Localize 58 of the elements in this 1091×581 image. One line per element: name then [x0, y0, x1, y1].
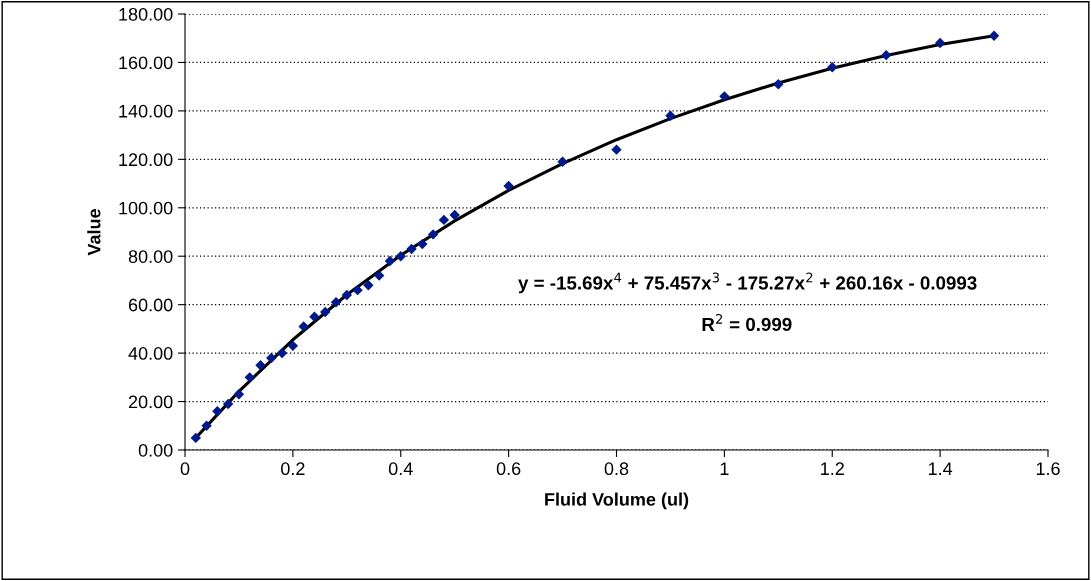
point [557, 156, 568, 167]
x-tick-label: 0.8 [604, 462, 629, 476]
point [255, 360, 266, 371]
point [384, 255, 396, 267]
point [341, 289, 353, 301]
point [287, 340, 299, 352]
point [934, 37, 946, 49]
point [276, 347, 288, 359]
y-tick-label: 20.00 [128, 395, 173, 409]
annotation: y = -15.69x$^{4}$ + 75.457x$^{3}$ - 175.27x$^{2}$ + 260.16x - 0.0993 [518, 272, 977, 294]
point [417, 238, 428, 250]
y-tick-label: 160.00 [119, 56, 173, 70]
point [320, 306, 331, 318]
point [266, 352, 277, 364]
point [330, 297, 342, 308]
point [395, 251, 406, 262]
x-tick-label: 0 [180, 462, 190, 476]
x-tick-label: 0.2 [281, 462, 305, 476]
point [449, 209, 460, 221]
y-tick-label: 180.00 [119, 7, 173, 21]
point [503, 180, 514, 192]
y-tick-label: 60.00 [128, 298, 173, 312]
y-tick-label: 0.00 [138, 443, 173, 457]
x-tick-label: 1.6 [1036, 462, 1060, 476]
y-tick-label: 120.00 [119, 153, 173, 167]
x-tick-label: 1.2 [821, 462, 844, 475]
point [233, 389, 245, 400]
y-axis-title: Value [87, 209, 101, 256]
x-axis-title: Fluid Volume (ul) [545, 492, 689, 510]
annotation: R$^{2}$ = 0.999 [702, 313, 792, 332]
point [438, 214, 450, 226]
y-tick-label: 100.00 [119, 201, 173, 215]
point [212, 406, 223, 417]
point [406, 243, 417, 255]
point [373, 270, 385, 281]
point [665, 110, 676, 121]
y-tick-label: 80.00 [128, 250, 173, 263]
point [201, 420, 212, 431]
x-tick-label: 0.6 [496, 462, 521, 476]
point [190, 432, 201, 444]
point [880, 49, 892, 61]
point [352, 284, 363, 296]
point [309, 311, 320, 322]
x-tick-label: 1.4 [928, 462, 953, 475]
y-tick-label: 40.00 [128, 347, 173, 360]
point [988, 30, 1000, 41]
point [773, 79, 784, 90]
point [827, 62, 838, 73]
point [719, 91, 730, 102]
y-tick-label: 140.00 [119, 104, 173, 118]
point [611, 144, 622, 155]
point [363, 280, 374, 291]
point [427, 229, 439, 240]
point [222, 398, 234, 410]
point [298, 321, 309, 332]
point [244, 372, 255, 383]
x-tick-label: 0.4 [388, 462, 413, 476]
x-tick-label: 1 [720, 462, 729, 475]
